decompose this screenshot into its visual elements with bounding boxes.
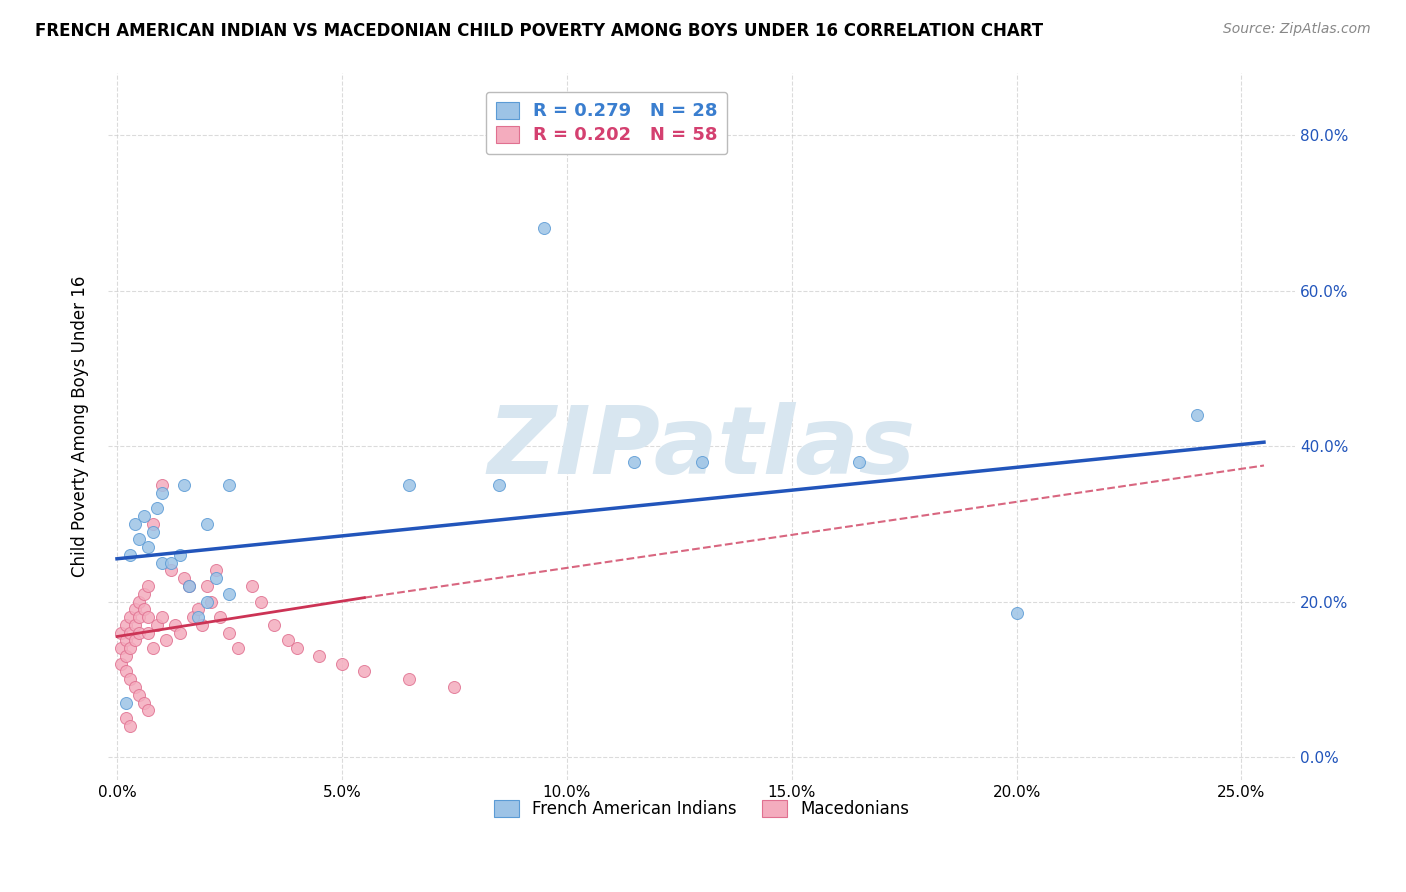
Point: [169, 625, 191, 640]
Point: [142, 524, 165, 539]
Point: [138, 540, 160, 554]
Point: [150, 478, 173, 492]
Point: [115, 696, 138, 710]
Point: [169, 548, 191, 562]
Point: [187, 610, 209, 624]
Point: [443, 680, 465, 694]
Point: [165, 617, 187, 632]
Point: [250, 594, 273, 608]
Point: [115, 711, 138, 725]
Point: [173, 478, 195, 492]
Point: [110, 625, 132, 640]
Point: [277, 633, 299, 648]
Point: [195, 516, 218, 531]
Legend: French American Indians, Macedonians: French American Indians, Macedonians: [488, 794, 917, 825]
Point: [124, 602, 146, 616]
Point: [263, 617, 285, 632]
Point: [142, 516, 165, 531]
Point: [1185, 408, 1208, 422]
Point: [128, 625, 150, 640]
Point: [120, 548, 142, 562]
Point: [150, 610, 173, 624]
Point: [138, 703, 160, 717]
Point: [623, 455, 645, 469]
Point: [533, 221, 555, 235]
Point: [115, 617, 138, 632]
Point: [120, 610, 142, 624]
Point: [240, 579, 263, 593]
Point: [488, 478, 510, 492]
Point: [150, 485, 173, 500]
Point: [1005, 606, 1028, 620]
Point: [128, 594, 150, 608]
Point: [142, 641, 165, 656]
Point: [138, 610, 160, 624]
Point: [690, 455, 713, 469]
Point: [115, 648, 138, 663]
Point: [120, 672, 142, 686]
Point: [848, 455, 870, 469]
Point: [132, 587, 155, 601]
Point: [138, 579, 160, 593]
Point: [132, 696, 155, 710]
Text: Source: ZipAtlas.com: Source: ZipAtlas.com: [1223, 22, 1371, 37]
Point: [115, 633, 138, 648]
Point: [138, 625, 160, 640]
Point: [218, 587, 240, 601]
Point: [120, 719, 142, 733]
Text: FRENCH AMERICAN INDIAN VS MACEDONIAN CHILD POVERTY AMONG BOYS UNDER 16 CORRELATI: FRENCH AMERICAN INDIAN VS MACEDONIAN CHI…: [35, 22, 1043, 40]
Point: [177, 579, 200, 593]
Point: [132, 602, 155, 616]
Point: [150, 556, 173, 570]
Point: [200, 594, 222, 608]
Point: [187, 602, 209, 616]
Text: ZIPatlas: ZIPatlas: [488, 402, 915, 494]
Point: [285, 641, 308, 656]
Point: [120, 625, 142, 640]
Point: [160, 564, 183, 578]
Point: [128, 688, 150, 702]
Point: [330, 657, 353, 671]
Point: [183, 610, 205, 624]
Point: [146, 617, 169, 632]
Point: [173, 571, 195, 585]
Point: [205, 564, 228, 578]
Point: [115, 665, 138, 679]
Y-axis label: Child Poverty Among Boys Under 16: Child Poverty Among Boys Under 16: [72, 276, 89, 577]
Point: [218, 625, 240, 640]
Point: [308, 648, 330, 663]
Point: [110, 641, 132, 656]
Point: [191, 617, 214, 632]
Point: [124, 516, 146, 531]
Point: [228, 641, 250, 656]
Point: [124, 633, 146, 648]
Point: [218, 478, 240, 492]
Point: [177, 579, 200, 593]
Point: [195, 579, 218, 593]
Point: [398, 672, 420, 686]
Point: [209, 610, 232, 624]
Point: [124, 617, 146, 632]
Point: [132, 509, 155, 524]
Point: [128, 610, 150, 624]
Point: [110, 657, 132, 671]
Point: [160, 556, 183, 570]
Point: [205, 571, 228, 585]
Point: [155, 633, 177, 648]
Point: [128, 533, 150, 547]
Point: [124, 680, 146, 694]
Point: [353, 665, 375, 679]
Point: [398, 478, 420, 492]
Point: [146, 501, 169, 516]
Point: [120, 641, 142, 656]
Point: [195, 594, 218, 608]
